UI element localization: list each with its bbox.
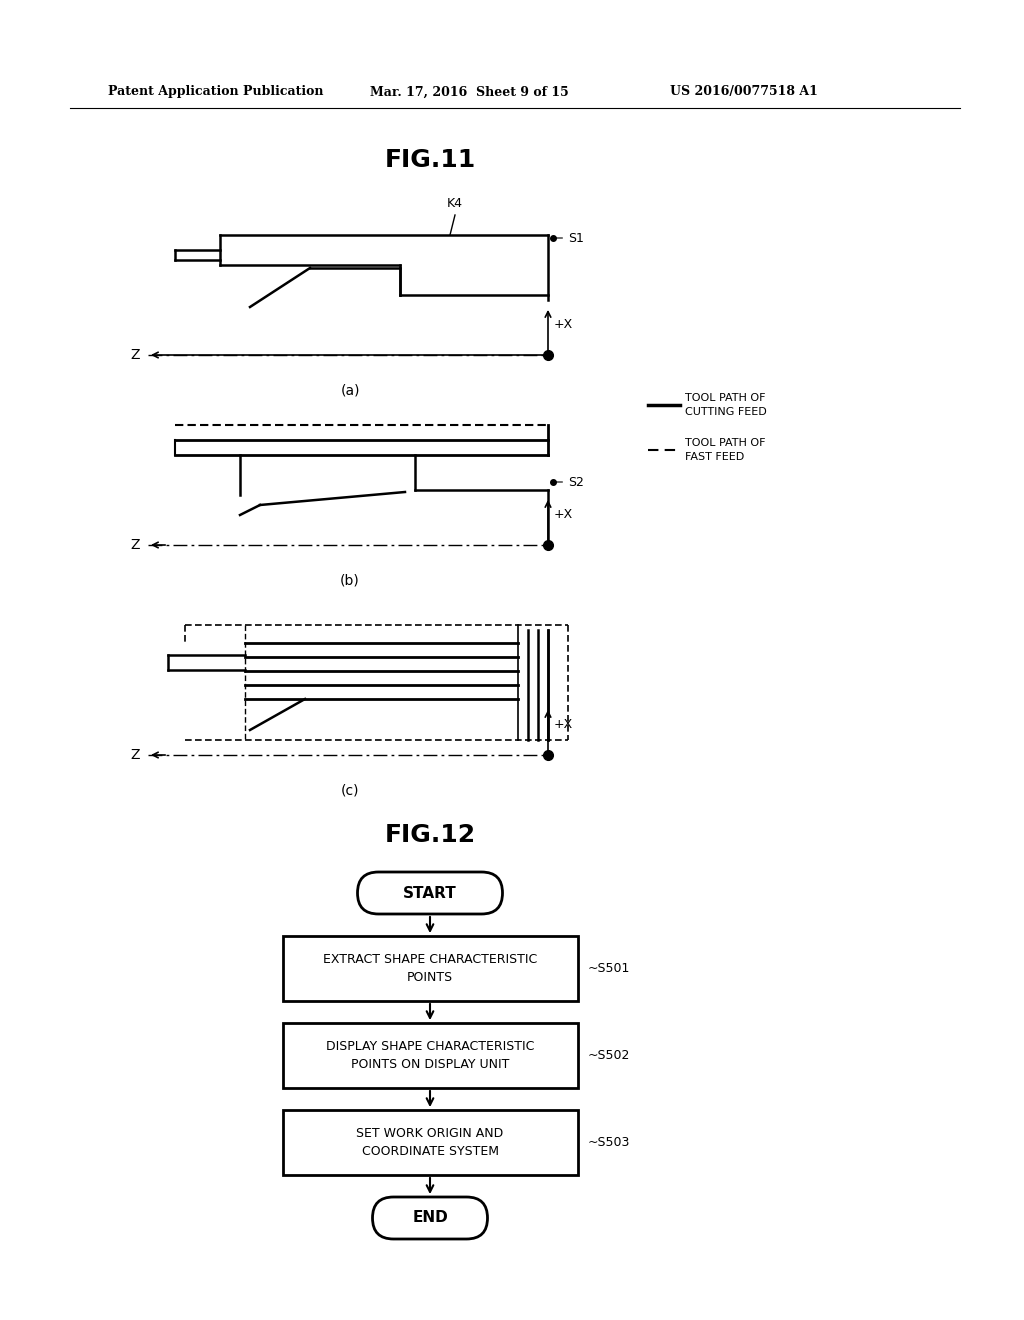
Text: ~S501: ~S501 <box>588 962 630 975</box>
Text: EXTRACT SHAPE CHARACTERISTIC
POINTS: EXTRACT SHAPE CHARACTERISTIC POINTS <box>323 953 538 983</box>
Text: START: START <box>403 886 457 900</box>
Text: FIG.12: FIG.12 <box>384 822 475 847</box>
FancyBboxPatch shape <box>357 873 503 913</box>
Text: (c): (c) <box>341 783 359 797</box>
FancyBboxPatch shape <box>283 1023 578 1088</box>
Text: SET WORK ORIGIN AND
COORDINATE SYSTEM: SET WORK ORIGIN AND COORDINATE SYSTEM <box>356 1127 504 1158</box>
Text: ~S502: ~S502 <box>588 1049 630 1063</box>
FancyBboxPatch shape <box>283 1110 578 1175</box>
Text: (a): (a) <box>340 383 359 397</box>
Text: Z: Z <box>130 539 140 552</box>
Text: (b): (b) <box>340 573 359 587</box>
Text: TOOL PATH OF
FAST FEED: TOOL PATH OF FAST FEED <box>685 438 766 462</box>
Text: S1: S1 <box>556 231 584 244</box>
Text: Mar. 17, 2016  Sheet 9 of 15: Mar. 17, 2016 Sheet 9 of 15 <box>370 86 568 99</box>
FancyBboxPatch shape <box>373 1197 487 1239</box>
Text: ~S503: ~S503 <box>588 1137 630 1148</box>
Text: K4: K4 <box>447 197 463 210</box>
Text: Z: Z <box>130 748 140 762</box>
Text: DISPLAY SHAPE CHARACTERISTIC
POINTS ON DISPLAY UNIT: DISPLAY SHAPE CHARACTERISTIC POINTS ON D… <box>326 1040 535 1071</box>
Text: S2: S2 <box>556 475 584 488</box>
Text: US 2016/0077518 A1: US 2016/0077518 A1 <box>670 86 818 99</box>
Text: Patent Application Publication: Patent Application Publication <box>108 86 324 99</box>
Text: END: END <box>412 1210 447 1225</box>
FancyBboxPatch shape <box>283 936 578 1001</box>
Text: Z: Z <box>130 348 140 362</box>
Text: TOOL PATH OF
CUTTING FEED: TOOL PATH OF CUTTING FEED <box>685 393 767 417</box>
Text: +X: +X <box>554 718 573 731</box>
Text: +X: +X <box>554 508 573 521</box>
Text: FIG.11: FIG.11 <box>384 148 475 172</box>
Text: +X: +X <box>554 318 573 331</box>
